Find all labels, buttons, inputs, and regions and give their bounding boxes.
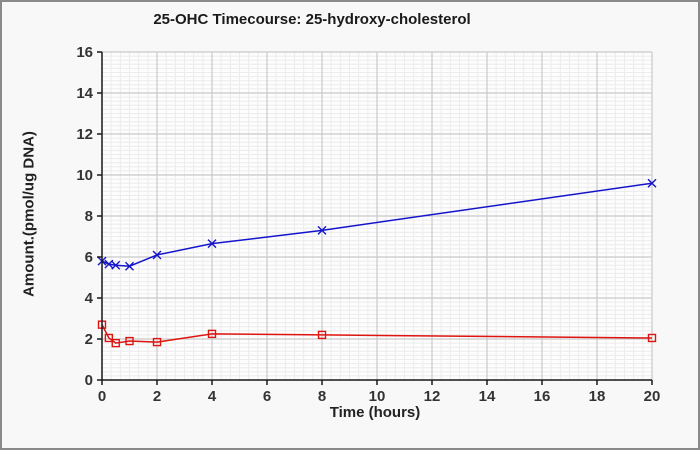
x-tick-label: 20 (644, 388, 661, 405)
x-tick-label: 14 (479, 388, 496, 405)
marker-square (111, 338, 120, 348)
marker-x (111, 260, 121, 270)
y-tick-label: 0 (85, 372, 93, 389)
y-tick-label: 4 (85, 290, 94, 307)
marker-x (207, 239, 217, 249)
chart-title: 25-OHC Timecourse: 25-hydroxy-cholestero… (153, 11, 471, 28)
y-tick-label: 10 (76, 167, 93, 184)
x-tick-label: 8 (318, 388, 326, 405)
x-tick-label: 6 (263, 388, 271, 405)
y-tick-label: 8 (85, 208, 93, 225)
y-tick-label: 14 (76, 85, 93, 102)
x-tick-label: 18 (589, 388, 606, 405)
y-tick-label: 16 (76, 44, 93, 61)
x-axis-label: Time (hours) (329, 404, 421, 421)
marker-square (317, 330, 327, 340)
marker-x (317, 225, 327, 235)
x-tick-label: 10 (369, 388, 386, 405)
marker-square (207, 329, 217, 339)
marker-x (125, 261, 134, 271)
marker-x (647, 178, 657, 188)
x-tick-label: 2 (153, 388, 161, 405)
y-tick-label: 12 (76, 126, 93, 143)
y-tick-label: 6 (85, 249, 93, 266)
marker-square (125, 336, 134, 346)
x-tick-label: 4 (208, 388, 217, 405)
marker-square (152, 337, 162, 347)
x-tick-label: 0 (98, 388, 106, 405)
y-tick-label: 2 (85, 331, 93, 348)
y-axis-label: Amount.(pmol/ug DNA) (20, 131, 38, 297)
series-line-1 (101, 324, 653, 344)
marker-square (647, 333, 657, 343)
x-tick-label: 16 (534, 388, 551, 405)
marker-square (104, 333, 114, 343)
marker-x (152, 250, 162, 260)
x-tick-label: 12 (424, 388, 441, 405)
